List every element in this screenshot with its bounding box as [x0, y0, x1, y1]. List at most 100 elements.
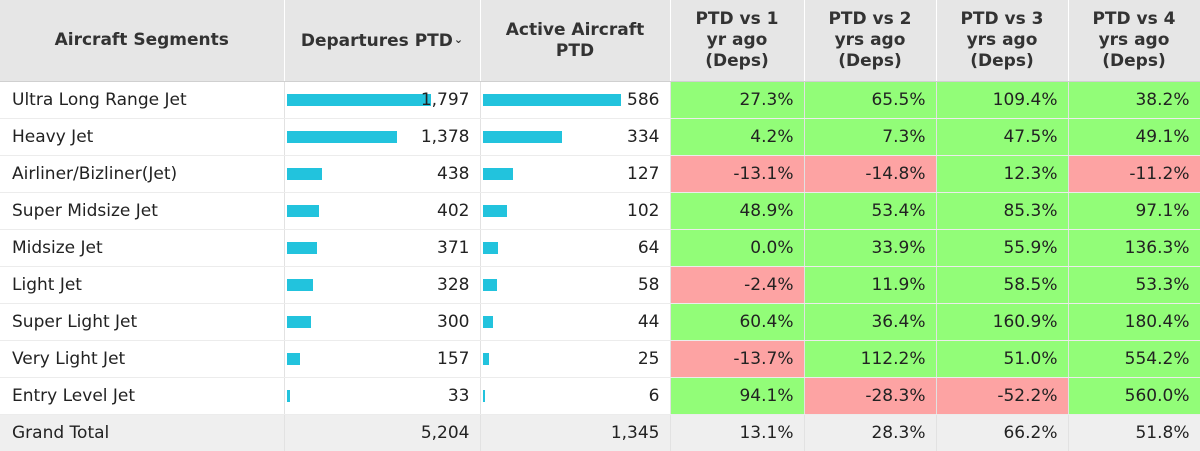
active-aircraft-cell: 58 — [480, 267, 670, 304]
segment-name: Super Midsize Jet — [0, 193, 284, 230]
departures-value: 402 — [437, 193, 469, 229]
active-aircraft-cell: 6 — [480, 378, 670, 415]
ptd4-change: 49.1% — [1068, 119, 1200, 156]
departures-cell: 1,378 — [284, 119, 480, 156]
departures-bar — [287, 353, 300, 365]
ptd3-change: 47.5% — [936, 119, 1068, 156]
ptd4-change: 136.3% — [1068, 230, 1200, 267]
ptd1-change: -2.4% — [670, 267, 804, 304]
ptd3-change: 55.9% — [936, 230, 1068, 267]
departures-value: 371 — [437, 230, 469, 266]
departures-cell: 1,797 — [284, 82, 480, 119]
header-row: Aircraft Segments Departures PTD⌄ Active… — [0, 0, 1200, 82]
ptd4-change: -11.2% — [1068, 156, 1200, 193]
ptd4-change: 38.2% — [1068, 82, 1200, 119]
active-aircraft-value: 58 — [638, 267, 660, 303]
active-aircraft-cell: 334 — [480, 119, 670, 156]
grand-total-departures: 5,204 — [284, 415, 480, 451]
active-aircraft-cell: 102 — [480, 193, 670, 230]
active-aircraft-cell: 44 — [480, 304, 670, 341]
departures-value: 33 — [448, 378, 470, 414]
ptd2-change: 112.2% — [804, 341, 936, 378]
header-ptd2-line3: (Deps) — [838, 51, 901, 71]
ptd2-change: -14.8% — [804, 156, 936, 193]
ptd1-change: 4.2% — [670, 119, 804, 156]
ptd1-change: -13.7% — [670, 341, 804, 378]
grand-total-ptd4: 51.8% — [1068, 415, 1200, 451]
segment-name: Light Jet — [0, 267, 284, 304]
chevron-down-icon[interactable]: ⌄ — [454, 29, 463, 50]
header-ptd3-line2: yrs ago — [967, 30, 1038, 50]
active-aircraft-cell: 64 — [480, 230, 670, 267]
active-aircraft-cell: 25 — [480, 341, 670, 378]
active-aircraft-value: 6 — [649, 378, 660, 414]
departures-value: 1,378 — [421, 119, 470, 155]
departures-cell: 371 — [284, 230, 480, 267]
grand-total-label: Grand Total — [0, 415, 284, 451]
header-ptd4-line1: PTD vs 4 — [1092, 9, 1175, 29]
active-aircraft-value: 64 — [638, 230, 660, 266]
grand-total-ptd3: 66.2% — [936, 415, 1068, 451]
ptd3-change: 51.0% — [936, 341, 1068, 378]
active-aircraft-bar — [483, 353, 489, 365]
departures-cell: 33 — [284, 378, 480, 415]
departures-bar — [287, 390, 290, 402]
departures-value: 157 — [437, 341, 469, 377]
header-active-line1: Active Aircraft — [506, 20, 645, 40]
header-ptd3-line1: PTD vs 3 — [960, 9, 1043, 29]
active-aircraft-bar — [483, 279, 497, 291]
active-aircraft-bar — [483, 205, 507, 217]
ptd3-change: 12.3% — [936, 156, 1068, 193]
active-aircraft-value: 25 — [638, 341, 660, 377]
ptd1-change: 94.1% — [670, 378, 804, 415]
grand-total-ptd2: 28.3% — [804, 415, 936, 451]
header-departures-ptd[interactable]: Departures PTD⌄ — [284, 0, 480, 82]
segment-name: Midsize Jet — [0, 230, 284, 267]
departures-bar — [287, 242, 317, 254]
ptd2-change: 7.3% — [804, 119, 936, 156]
departures-bar — [287, 168, 322, 180]
departures-value: 1,797 — [421, 82, 470, 118]
ptd2-change: -28.3% — [804, 378, 936, 415]
departures-cell: 328 — [284, 267, 480, 304]
ptd2-change: 33.9% — [804, 230, 936, 267]
departures-cell: 402 — [284, 193, 480, 230]
ptd3-change: 85.3% — [936, 193, 1068, 230]
ptd2-change: 36.4% — [804, 304, 936, 341]
active-aircraft-bar — [483, 131, 562, 143]
segment-name: Heavy Jet — [0, 119, 284, 156]
segment-name: Super Light Jet — [0, 304, 284, 341]
header-ptd3-line3: (Deps) — [970, 51, 1033, 71]
ptd1-change: -13.1% — [670, 156, 804, 193]
active-aircraft-bar — [483, 94, 621, 106]
ptd4-change: 53.3% — [1068, 267, 1200, 304]
departures-bar — [287, 94, 431, 106]
segment-name: Entry Level Jet — [0, 378, 284, 415]
active-aircraft-value: 586 — [627, 82, 659, 118]
ptd2-change: 11.9% — [804, 267, 936, 304]
ptd2-change: 53.4% — [804, 193, 936, 230]
departures-bar — [287, 205, 319, 217]
header-aircraft-segments[interactable]: Aircraft Segments — [0, 0, 284, 82]
active-aircraft-cell: 127 — [480, 156, 670, 193]
active-aircraft-value: 127 — [627, 156, 659, 192]
departures-bar — [287, 279, 313, 291]
departures-value: 300 — [437, 304, 469, 340]
